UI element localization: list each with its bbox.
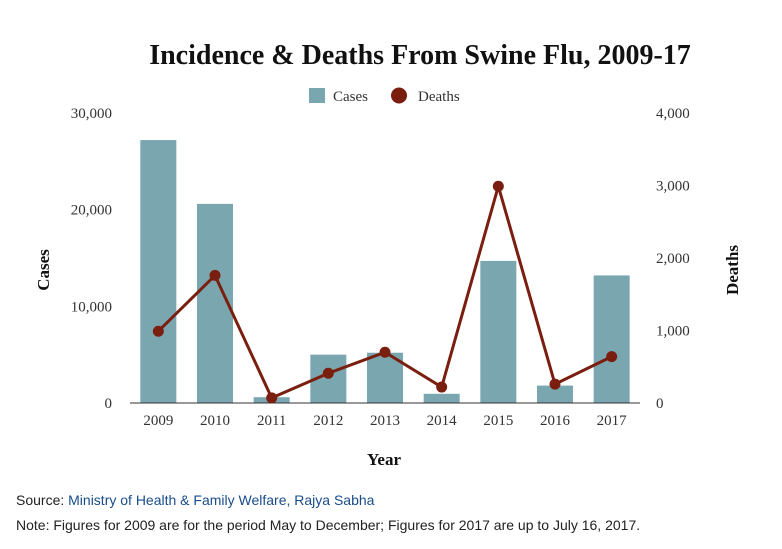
legend-cases-swatch — [309, 88, 325, 103]
legend-deaths-label: Deaths — [418, 89, 460, 105]
legend-cases-label: Cases — [333, 89, 368, 105]
deaths-point — [152, 325, 164, 337]
y2-tick-label: 0 — [656, 396, 664, 412]
cases-bar — [140, 140, 177, 404]
footnote: Note: Figures for 2009 are for the perio… — [16, 517, 641, 533]
deaths-point — [606, 351, 618, 363]
chart-title: Incidence & Deaths From Swine Flu, 2009-… — [149, 40, 691, 71]
y2-tick-label: 2,000 — [656, 251, 690, 267]
y-tick-label: 30,000 — [71, 106, 112, 122]
y2-tick-label: 4,000 — [656, 106, 690, 122]
cases-bar — [537, 385, 573, 403]
deaths-point — [436, 381, 448, 393]
x-axis-title: Year — [367, 450, 401, 469]
x-tick-label: 2013 — [370, 413, 400, 429]
deaths-point — [492, 180, 504, 192]
source-line: Source: Ministry of Health & Family Welf… — [16, 492, 374, 508]
deaths-point — [322, 367, 334, 379]
cases-bar — [423, 393, 460, 403]
x-tick-label: 2014 — [427, 413, 458, 429]
left-axis-ticks: 0 10,000 20,000 30,000 — [71, 106, 112, 412]
right-axis-ticks: 0 1,000 2,000 3,000 4,000 — [656, 106, 690, 412]
deaths-point — [379, 346, 391, 358]
x-tick-label: 2015 — [483, 413, 513, 429]
y-tick-label: 10,000 — [71, 299, 112, 315]
x-axis-ticks: 2009 2010 2011 2012 2013 2014 2015 2016 2017 — [143, 413, 627, 429]
deaths-point — [266, 392, 278, 404]
y-tick-label: 0 — [105, 396, 113, 412]
x-tick-label: 2017 — [597, 413, 628, 429]
deaths-point — [549, 378, 561, 390]
source-label: Source: — [16, 492, 69, 508]
x-tick-label: 2011 — [257, 413, 286, 429]
x-tick-label: 2009 — [143, 413, 173, 429]
legend: Cases Deaths — [309, 87, 460, 105]
y2-tick-label: 3,000 — [656, 179, 690, 195]
y-tick-label: 20,000 — [71, 203, 112, 219]
y-axis-title: Cases — [34, 249, 53, 291]
deaths-points — [152, 180, 618, 404]
y2-axis-title: Deaths — [723, 245, 742, 295]
deaths-point — [209, 269, 221, 281]
swine-flu-chart: Incidence & Deaths From Swine Flu, 2009-… — [34, 40, 742, 469]
legend-deaths-swatch — [391, 87, 407, 104]
x-tick-label: 2010 — [200, 413, 230, 429]
x-tick-label: 2016 — [540, 413, 571, 429]
x-tick-label: 2012 — [313, 413, 343, 429]
y2-tick-label: 1,000 — [656, 324, 690, 340]
cases-bar — [593, 275, 630, 403]
source-link[interactable]: Ministry of Health & Family Welfare, Raj… — [68, 492, 375, 508]
cases-bar — [480, 260, 517, 403]
